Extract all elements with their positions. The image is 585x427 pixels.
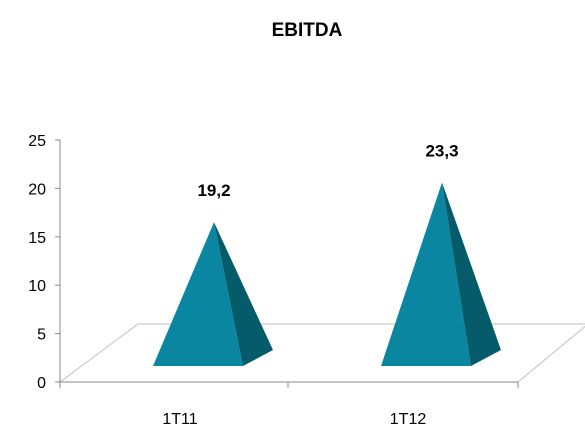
data-labels: 19,2 23,3 xyxy=(197,141,458,200)
y-axis: 0 5 10 15 20 25 xyxy=(28,133,61,392)
chart-floor xyxy=(59,323,585,383)
pyramid-bar-1T12 xyxy=(381,182,501,366)
pyramid-front-face xyxy=(381,182,471,366)
y-tick-label: 5 xyxy=(37,327,46,344)
y-tick-label: 15 xyxy=(28,230,46,247)
pyramid-bar-1T11 xyxy=(153,222,273,366)
pyramid-side-face xyxy=(442,182,501,366)
y-tick-label: 20 xyxy=(28,181,46,198)
x-axis: 1T11 1T12 xyxy=(59,381,519,427)
pyramid-bars xyxy=(153,182,501,366)
data-label: 19,2 xyxy=(197,181,230,200)
y-tick-label: 0 xyxy=(37,375,46,392)
chart-title: EBITDA xyxy=(272,20,343,41)
pyramid-front-face xyxy=(153,222,243,366)
floor-back-edge xyxy=(59,323,585,383)
pyramid-side-face xyxy=(214,222,273,366)
x-category-label: 1T11 xyxy=(162,411,197,427)
y-tick-label: 10 xyxy=(28,278,46,295)
floor-right-edge xyxy=(517,325,585,383)
y-tick-label: 25 xyxy=(28,133,46,150)
x-category-label: 1T12 xyxy=(390,411,427,427)
data-label: 23,3 xyxy=(425,141,458,160)
